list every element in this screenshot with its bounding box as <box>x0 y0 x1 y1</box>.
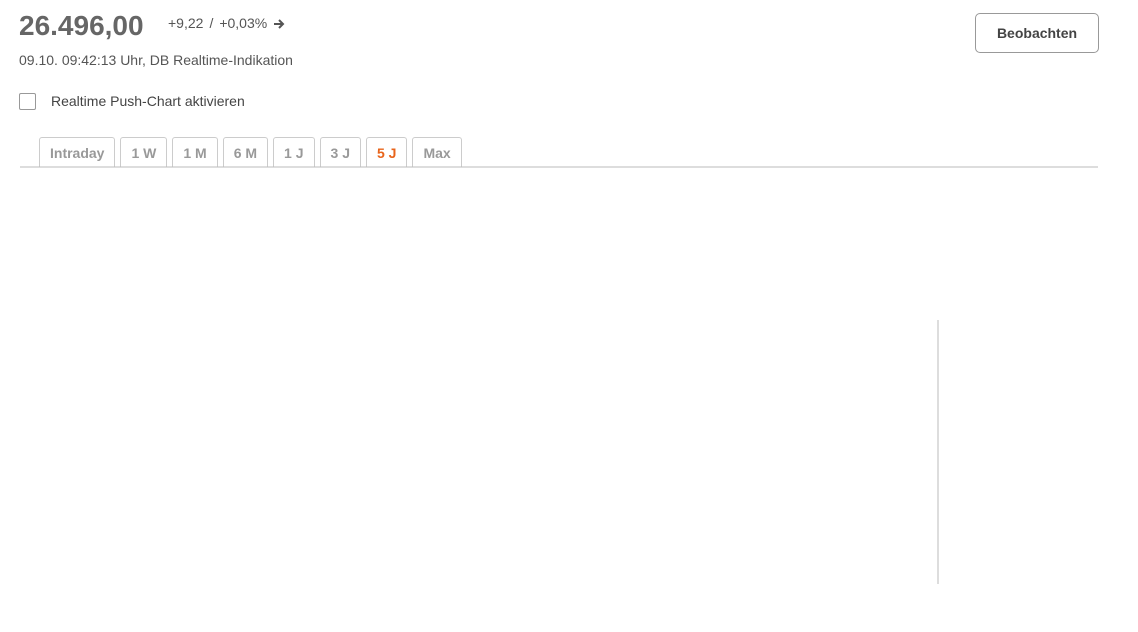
tab[interactable]: 1 M <box>172 137 218 167</box>
tab[interactable]: 1 J <box>273 137 315 167</box>
arrow-icon: 12.50015.00017.50020.00022.50025.00027.5… <box>274 19 1138 624</box>
tab[interactable]: 5 J <box>365 137 408 167</box>
checkbox[interactable] <box>19 93 36 110</box>
tab[interactable]: Intraday <box>39 137 116 167</box>
checkbox-label[interactable]: Realtime Push-Chart aktivieren <box>51 93 245 109</box>
change-pct: +0,03% <box>219 15 268 31</box>
timestamp: 09.10. 09:42:13 Uhr, DB Realtime-Indikat… <box>19 52 293 68</box>
tab[interactable]: Max <box>412 137 462 167</box>
price: 26.496,00 <box>19 10 144 41</box>
tab[interactable]: 3 J <box>319 137 361 167</box>
watch-button[interactable]: Beobachten <box>975 13 1099 53</box>
tab[interactable]: 1 W <box>120 137 168 167</box>
change-abs: +9,22 <box>168 15 204 31</box>
change: +9,22 / +0,03% 12.50015.00017.50020.00022.5… <box>168 15 1138 624</box>
separator: / <box>209 15 214 31</box>
tab[interactable]: 6 M <box>222 137 269 167</box>
